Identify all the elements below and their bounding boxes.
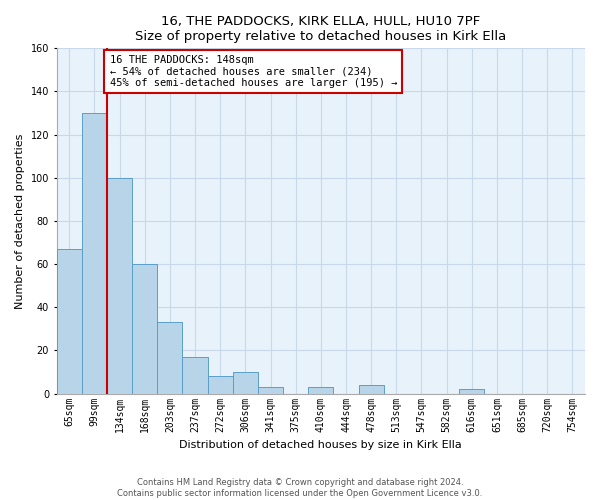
Bar — [208, 376, 233, 394]
Text: Contains HM Land Registry data © Crown copyright and database right 2024.
Contai: Contains HM Land Registry data © Crown c… — [118, 478, 482, 498]
Text: 16 THE PADDOCKS: 148sqm
← 54% of detached houses are smaller (234)
45% of semi-d: 16 THE PADDOCKS: 148sqm ← 54% of detache… — [110, 55, 397, 88]
Bar — [82, 113, 107, 394]
Bar — [308, 387, 334, 394]
Bar — [233, 372, 258, 394]
Bar — [459, 390, 484, 394]
Bar — [132, 264, 157, 394]
Bar — [182, 357, 208, 394]
Bar — [258, 387, 283, 394]
Bar — [359, 385, 384, 394]
Bar — [157, 322, 182, 394]
Bar — [107, 178, 132, 394]
Y-axis label: Number of detached properties: Number of detached properties — [15, 134, 25, 308]
Bar — [56, 249, 82, 394]
X-axis label: Distribution of detached houses by size in Kirk Ella: Distribution of detached houses by size … — [179, 440, 462, 450]
Title: 16, THE PADDOCKS, KIRK ELLA, HULL, HU10 7PF
Size of property relative to detache: 16, THE PADDOCKS, KIRK ELLA, HULL, HU10 … — [135, 15, 506, 43]
